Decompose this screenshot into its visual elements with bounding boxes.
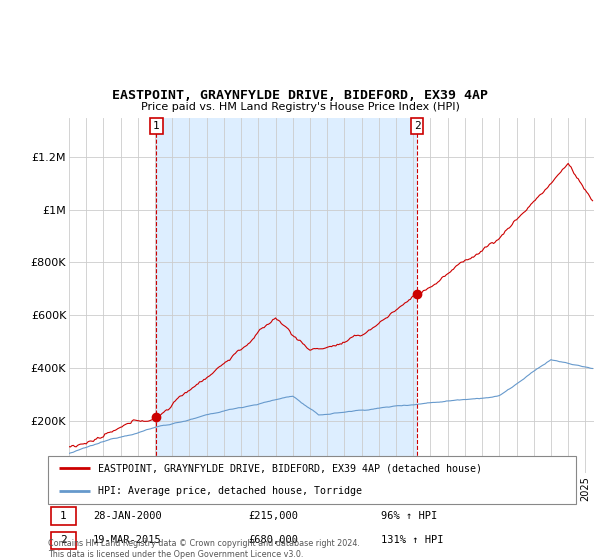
Text: 1: 1	[60, 511, 67, 521]
Text: 96% ↑ HPI: 96% ↑ HPI	[380, 511, 437, 521]
FancyBboxPatch shape	[48, 456, 576, 504]
Text: HPI: Average price, detached house, Torridge: HPI: Average price, detached house, Torr…	[98, 486, 362, 496]
Text: 1: 1	[153, 121, 160, 131]
Text: Contains HM Land Registry data © Crown copyright and database right 2024.
This d: Contains HM Land Registry data © Crown c…	[48, 539, 360, 559]
Text: £680,000: £680,000	[248, 535, 299, 545]
FancyBboxPatch shape	[50, 507, 76, 525]
Text: 2: 2	[413, 121, 421, 131]
Text: EASTPOINT, GRAYNFYLDE DRIVE, BIDEFORD, EX39 4AP (detached house): EASTPOINT, GRAYNFYLDE DRIVE, BIDEFORD, E…	[98, 463, 482, 473]
Text: EASTPOINT, GRAYNFYLDE DRIVE, BIDEFORD, EX39 4AP: EASTPOINT, GRAYNFYLDE DRIVE, BIDEFORD, E…	[112, 89, 488, 102]
Text: 2: 2	[60, 535, 67, 545]
Text: 28-JAN-2000: 28-JAN-2000	[93, 511, 161, 521]
Text: 131% ↑ HPI: 131% ↑ HPI	[380, 535, 443, 545]
FancyBboxPatch shape	[50, 531, 76, 549]
Bar	[157, 118, 417, 473]
Text: 19-MAR-2015: 19-MAR-2015	[93, 535, 161, 545]
Text: Price paid vs. HM Land Registry's House Price Index (HPI): Price paid vs. HM Land Registry's House …	[140, 102, 460, 112]
Text: £215,000: £215,000	[248, 511, 299, 521]
